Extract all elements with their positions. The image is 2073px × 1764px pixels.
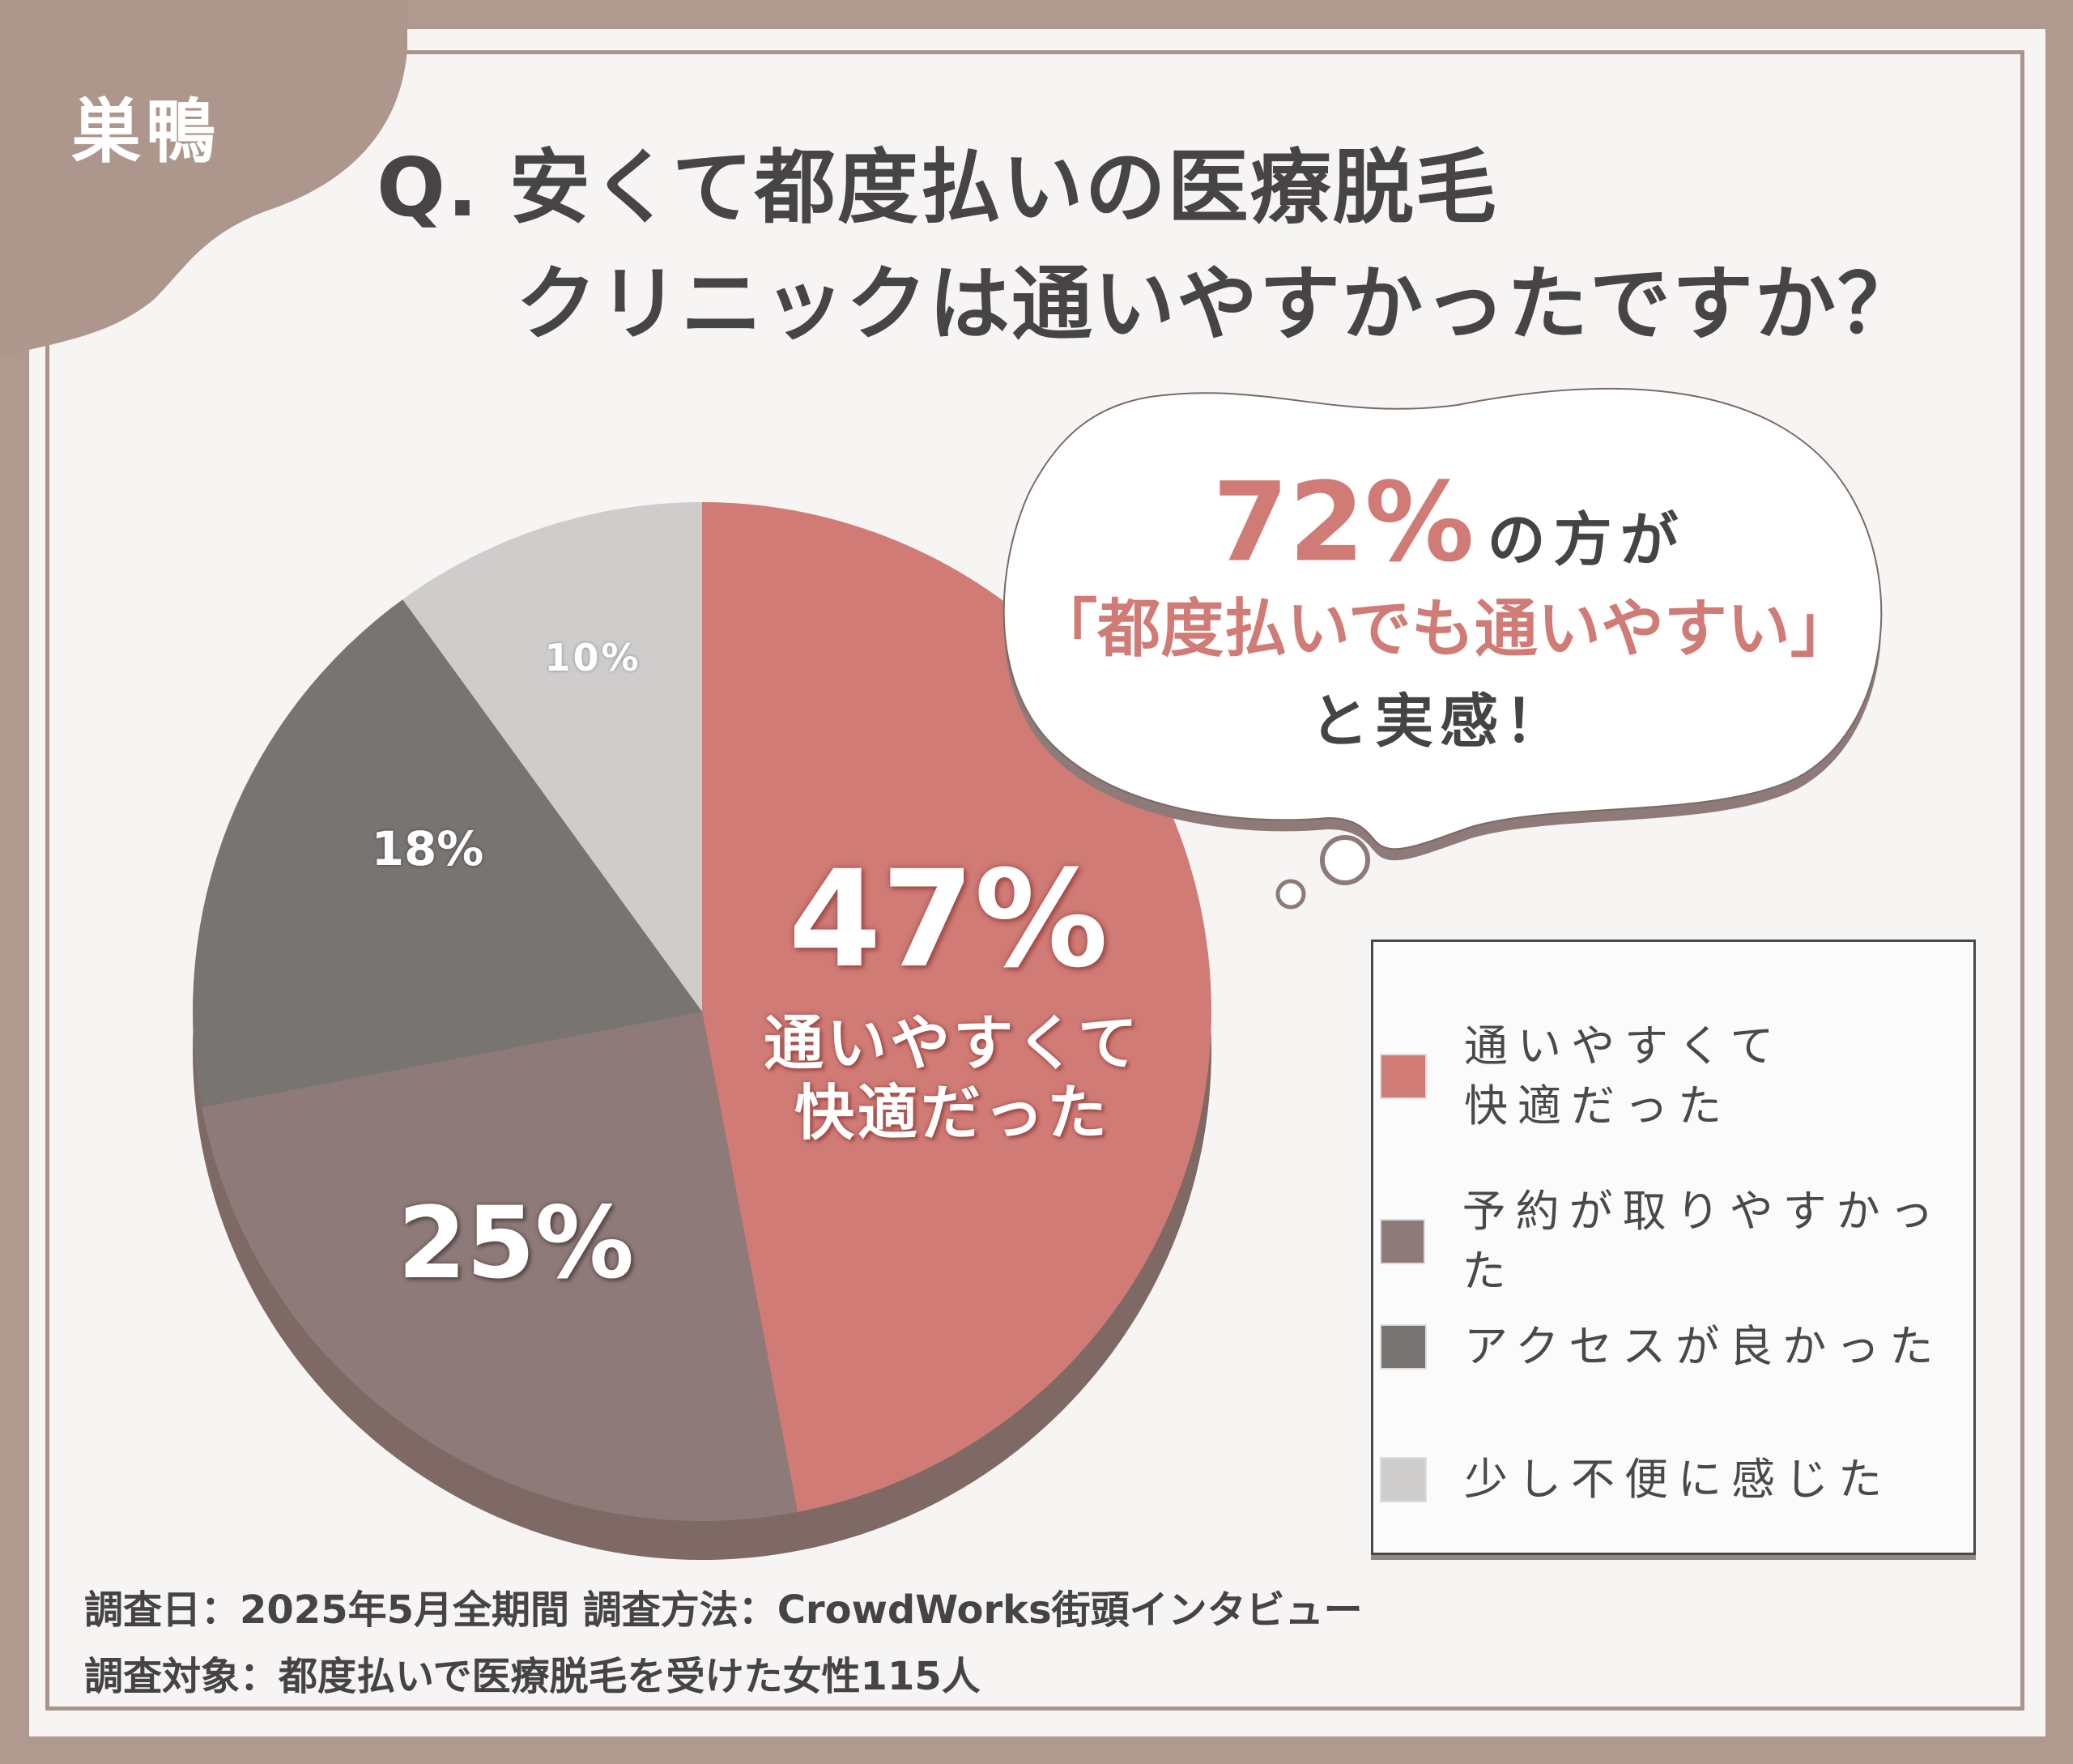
title-line-1: Q. 安くて都度払いの医療脱毛 [377,140,1498,235]
legend-label: アクセスが良かった [1464,1321,1943,1372]
slice-label-10: 10% [544,636,641,680]
logo: 巣鴨 [71,92,220,173]
legend-label-line: 快適だった [1464,1080,1731,1131]
speech-bubble [1002,387,1883,910]
bubble-body [1002,387,1883,850]
legend-swatch [1380,1324,1427,1370]
legend-label-line: 通いやすくて [1464,1020,1784,1072]
legend-swatch [1380,1219,1425,1264]
pie-slice-3 [192,599,702,1107]
legend-swatch [1380,1457,1427,1502]
callout-tail: と実感！ [1309,687,1570,756]
legend-swatch [1380,1054,1427,1099]
slice-sublabel-2: 快適だった [794,1078,1110,1148]
bubble-dot-small [1275,879,1306,910]
callout-headline: 72% の方が [1212,459,1686,586]
legend-label: 予約が取りやすかった [1462,1186,1943,1297]
legend-label: 少し不便に感じた [1464,1454,1892,1505]
bubble-dot-large [1320,835,1370,885]
slice-label-18: 18% [371,821,484,876]
callout-quote: 「都度払いでも通いやすい」 [1034,593,1854,666]
pie-chart [192,502,1211,1521]
legend-item-3: アクセスが良かった [1380,1317,1943,1377]
pie-slice-4 [402,502,702,1012]
legend-item-2: 予約が取りやすかった [1380,1182,1973,1302]
pie-slice-2 [202,1012,798,1521]
legend-item-4: 少し不便に感じた [1380,1450,1892,1510]
callout-percent: 72% [1212,458,1475,586]
legend-label: 通いやすくて 快適だった [1464,1016,1783,1136]
callout-suffix: の方が [1487,505,1687,574]
corner-decoration [0,0,407,356]
slice-label-47: 47% [788,842,1109,997]
footer-survey-info: 調査日：2025年5月全期間 調査方法：CrowdWorks街頭インタビュー [84,1587,1363,1633]
inner-frame [45,50,2024,1711]
slice-label-25: 25% [397,1186,635,1301]
slice-sublabel-1: 通いやすくて [764,1008,1141,1079]
title-line-2: クリニックは通いやすかったですか？ [516,257,1920,352]
legend-item-1: 通いやすくて 快適だった [1380,1016,1783,1136]
footer-survey-target: 調査対象：都度払いで医療脱毛を受けた女性115人 [84,1654,981,1699]
legend: 通いやすくて 快適だった 予約が取りやすかった アクセスが良かった 少し不便に感じ… [1371,940,1976,1555]
